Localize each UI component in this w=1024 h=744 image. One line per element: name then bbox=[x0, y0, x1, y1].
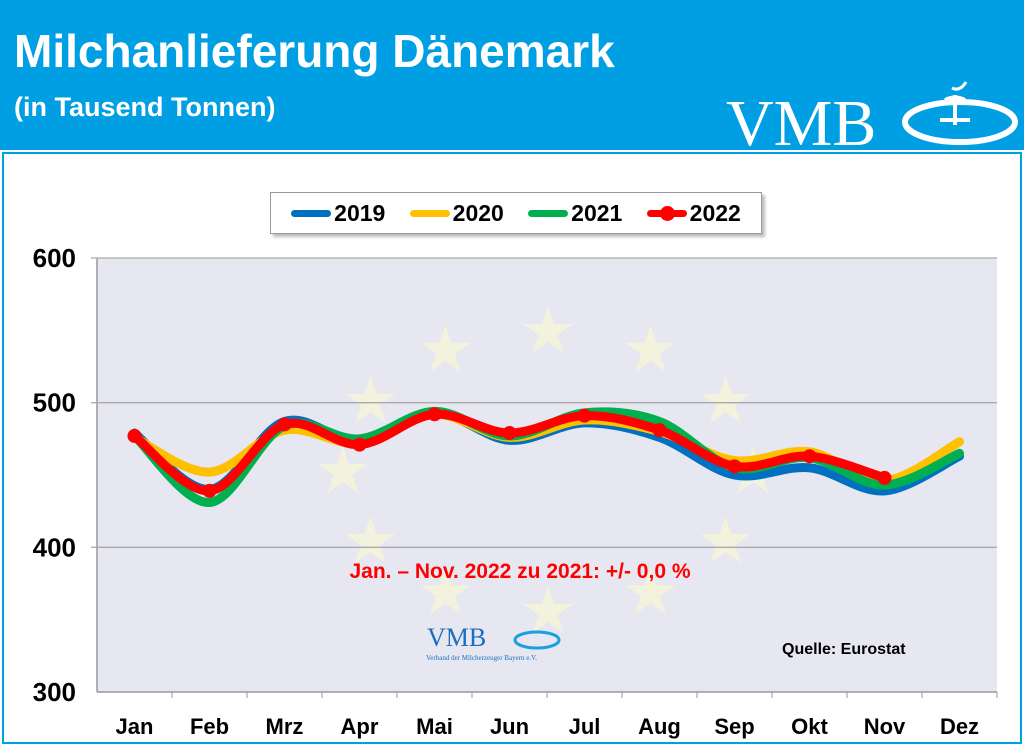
vmb-logo: VMB bbox=[726, 81, 1018, 150]
x-tick-label: Aug bbox=[638, 714, 681, 739]
source-text: Quelle: Eurostat bbox=[782, 641, 906, 658]
x-tick-label: Mrz bbox=[266, 714, 304, 739]
star-icon bbox=[345, 376, 396, 424]
y-tick-label: 500 bbox=[33, 388, 76, 418]
x-tick-label: Nov bbox=[864, 714, 906, 739]
star-icon bbox=[420, 324, 471, 372]
legend-item-2020: 2020 bbox=[409, 199, 504, 227]
y-tick-label: 300 bbox=[33, 677, 76, 707]
star-icon bbox=[625, 567, 676, 615]
data-point-2022 bbox=[577, 408, 592, 423]
vmb-logo-text: VMB bbox=[726, 87, 876, 150]
star-icon bbox=[420, 567, 471, 615]
legend-label: 2020 bbox=[452, 199, 504, 226]
data-point-2022 bbox=[502, 426, 517, 441]
annotation-text: Jan. – Nov. 2022 zu 2021: +/- 0,0 % bbox=[349, 560, 690, 583]
chart-legend: 2019 2020 2021 2022 bbox=[270, 192, 762, 234]
x-tick-label: Apr bbox=[341, 714, 379, 739]
y-tick-label: 400 bbox=[33, 532, 76, 562]
legend-swatch bbox=[528, 209, 569, 217]
star-icon bbox=[700, 376, 751, 424]
star-icon bbox=[523, 586, 573, 634]
legend-swatch bbox=[646, 205, 687, 221]
x-tick-label: Sep bbox=[714, 714, 754, 739]
data-point-2022 bbox=[727, 459, 742, 474]
star-icon bbox=[700, 516, 751, 564]
x-tick-label: Jan bbox=[116, 714, 154, 739]
vmb-logo-moon-icon bbox=[951, 81, 968, 91]
page-title: Milchanlieferung Dänemark bbox=[14, 25, 615, 77]
x-tick-label: Mai bbox=[416, 714, 453, 739]
data-point-2022 bbox=[202, 483, 217, 498]
star-icon bbox=[318, 446, 368, 494]
legend-swatch bbox=[291, 209, 332, 217]
vmb-logo-figure-icon bbox=[940, 95, 970, 125]
data-point-2022 bbox=[127, 428, 142, 443]
header-banner: Milchanlieferung Dänemark (in Tausend To… bbox=[0, 0, 1024, 150]
data-point-2022 bbox=[277, 417, 292, 432]
x-tick-label: Feb bbox=[190, 714, 229, 739]
watermark-logo-swoosh-icon bbox=[513, 630, 561, 650]
legend-item-2022: 2022 bbox=[646, 199, 741, 227]
legend-label: 2022 bbox=[689, 199, 741, 226]
data-point-2022 bbox=[877, 470, 892, 485]
vmb-logo-swoosh-icon bbox=[902, 99, 1018, 145]
legend-item-2019: 2019 bbox=[291, 200, 385, 227]
data-point-2022 bbox=[427, 407, 442, 422]
x-tick-label: Jun bbox=[490, 714, 529, 739]
x-tick-label: Jul bbox=[569, 714, 601, 739]
star-icon bbox=[345, 516, 396, 564]
x-tick-label: Dez bbox=[940, 714, 979, 739]
legend-label: 2021 bbox=[571, 199, 623, 226]
data-point-2022 bbox=[802, 449, 817, 464]
data-point-2022 bbox=[652, 423, 667, 438]
series-line-2022 bbox=[130, 409, 889, 496]
eu-stars-watermark bbox=[318, 306, 778, 634]
y-tick-label: 600 bbox=[33, 243, 76, 273]
star-icon bbox=[625, 324, 676, 372]
watermark-logo-text: VMB bbox=[427, 623, 486, 652]
x-tick-label: Okt bbox=[791, 714, 828, 739]
legend-item-2021: 2021 bbox=[528, 200, 622, 227]
legend-swatch bbox=[409, 209, 450, 217]
watermark-caption: Verband der Milcherzeuger Bayern e.V. bbox=[426, 654, 537, 662]
legend-label: 2019 bbox=[334, 199, 386, 226]
star-icon bbox=[523, 306, 573, 354]
page-subtitle: (in Tausend Tonnen) bbox=[14, 92, 276, 122]
data-point-2022 bbox=[352, 437, 367, 452]
